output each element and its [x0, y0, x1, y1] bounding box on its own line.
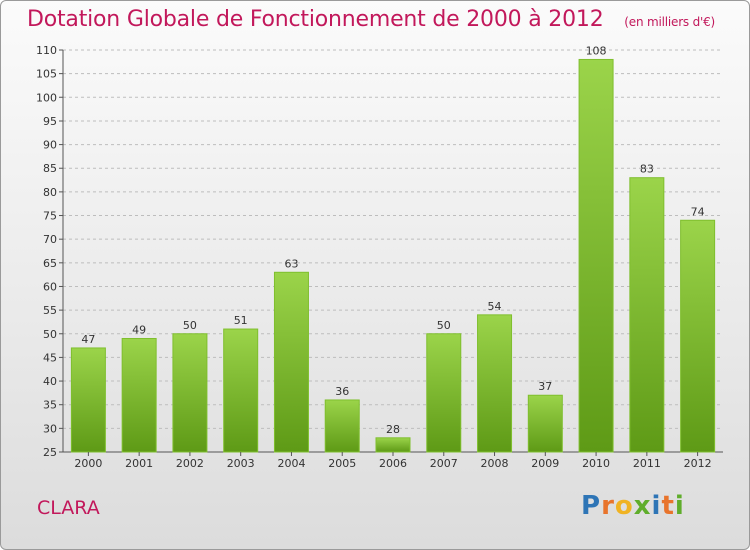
data-label: 74 — [691, 205, 705, 218]
bar-2010 — [579, 59, 613, 452]
bar-2007 — [427, 334, 461, 452]
x-tick-label: 2011 — [633, 457, 661, 470]
data-label: 49 — [132, 323, 146, 336]
y-tick-label: 25 — [43, 446, 57, 459]
y-tick-label: 60 — [43, 280, 57, 293]
y-tick-label: 70 — [43, 233, 57, 246]
data-label: 28 — [386, 423, 400, 436]
data-label: 50 — [437, 319, 451, 332]
y-tick-label: 110 — [36, 44, 57, 57]
data-label: 51 — [234, 314, 248, 327]
bar-2012 — [681, 220, 715, 452]
y-tick-label: 95 — [43, 115, 57, 128]
logo-letter: t — [661, 491, 674, 521]
y-tick-label: 40 — [43, 375, 57, 388]
y-tick-label: 85 — [43, 162, 57, 175]
data-label: 63 — [284, 257, 298, 270]
bar-2001 — [122, 338, 156, 452]
x-tick-label: 2009 — [531, 457, 559, 470]
x-tick-label: 2005 — [328, 457, 356, 470]
bar-2002 — [173, 334, 207, 452]
bar-2004 — [274, 272, 308, 452]
y-tick-label: 55 — [43, 304, 57, 317]
bar-2009 — [528, 395, 562, 452]
y-tick-label: 35 — [43, 399, 57, 412]
data-label: 83 — [640, 163, 654, 176]
data-label: 47 — [81, 333, 95, 346]
x-tick-label: 2001 — [125, 457, 153, 470]
logo-letter: x — [634, 491, 652, 521]
x-tick-label: 2000 — [74, 457, 102, 470]
y-tick-label: 100 — [36, 91, 57, 104]
bar-chart: 25 30 35 40 45 50 55 60 65 70 75 80 85 90 95 100 105 110 4… — [1, 1, 749, 549]
y-tick-label: 105 — [36, 68, 57, 81]
y-tick-label: 30 — [43, 422, 57, 435]
data-label: 108 — [586, 44, 607, 57]
data-label: 50 — [183, 319, 197, 332]
x-tick-label: 2003 — [227, 457, 255, 470]
logo-letter: P — [581, 491, 601, 521]
x-tick-label: 2008 — [481, 457, 509, 470]
logo-letter: i — [675, 491, 685, 521]
y-tick-label: 80 — [43, 186, 57, 199]
data-label: 36 — [335, 385, 349, 398]
bar-2008 — [478, 315, 512, 452]
x-tick-label: 2012 — [684, 457, 712, 470]
bar-2006 — [376, 438, 410, 452]
x-tick-label: 2002 — [176, 457, 204, 470]
bar-2011 — [630, 178, 664, 452]
data-label: 37 — [538, 380, 552, 393]
x-tick-label: 2006 — [379, 457, 407, 470]
bar-2003 — [224, 329, 258, 452]
x-tick-label: 2007 — [430, 457, 458, 470]
y-tick-label: 75 — [43, 210, 57, 223]
bar-2000 — [71, 348, 105, 452]
y-tick-label: 65 — [43, 257, 57, 270]
bar-2005 — [325, 400, 359, 452]
logo-letter: r — [601, 491, 615, 521]
logo-letter: i — [652, 491, 662, 521]
y-tick-label: 50 — [43, 328, 57, 341]
x-tick-label: 2004 — [277, 457, 305, 470]
data-label: 54 — [488, 300, 502, 313]
proxiti-logo: Proxiti — [581, 491, 685, 521]
y-tick-label: 90 — [43, 139, 57, 152]
y-tick-label: 45 — [43, 351, 57, 364]
x-tick-label: 2010 — [582, 457, 610, 470]
logo-letter: o — [615, 491, 634, 521]
chart-frame: Dotation Globale de Fonctionnement de 20… — [0, 0, 750, 550]
commune-name: CLARA — [37, 497, 100, 519]
